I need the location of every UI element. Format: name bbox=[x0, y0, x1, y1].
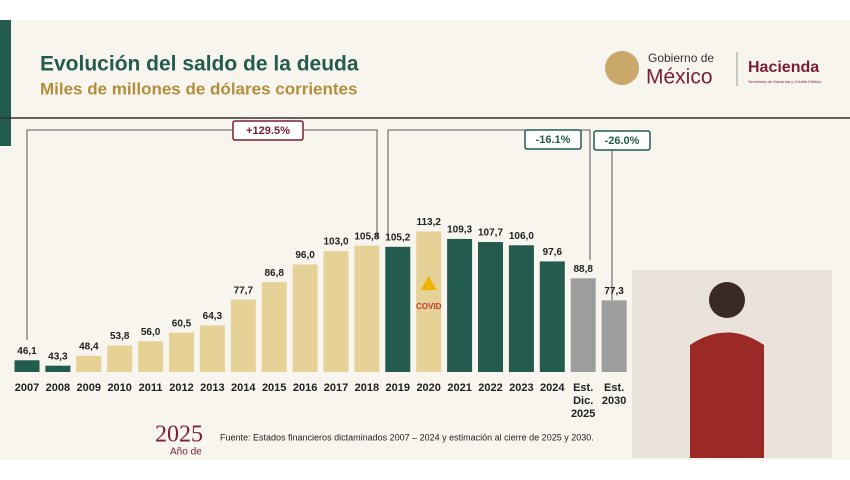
annotation: -16.1% bbox=[536, 134, 571, 146]
value-label: 113,2 bbox=[416, 217, 441, 228]
annotation-box bbox=[232, 120, 304, 141]
x-tick-label: 2017 bbox=[323, 382, 349, 394]
bar bbox=[199, 325, 225, 372]
x-tick-label: 2018 bbox=[354, 382, 380, 394]
value-label: 97,6 bbox=[543, 247, 563, 258]
x-tick-label: Est. 2030 bbox=[601, 382, 627, 407]
warning-icon bbox=[420, 276, 437, 290]
x-tick-label: 2011 bbox=[138, 382, 163, 394]
chart-subtitle: Miles de millones de dólares corrientes bbox=[40, 79, 357, 98]
year-sub: Año de bbox=[170, 447, 202, 458]
source: Fuente: Estados financieros dictaminados… bbox=[220, 432, 594, 442]
gov-emblem bbox=[605, 51, 639, 85]
x-tick-label: 2013 bbox=[200, 382, 225, 394]
bar bbox=[292, 264, 318, 372]
bar bbox=[323, 251, 349, 372]
bar bbox=[385, 246, 411, 372]
bar bbox=[478, 242, 503, 372]
x-tick-label: 2010 bbox=[107, 382, 132, 394]
value-label: 103,0 bbox=[323, 237, 348, 248]
value-label: 106,0 bbox=[509, 231, 534, 242]
x-tick-label: 2019 bbox=[385, 382, 411, 394]
bar bbox=[230, 299, 256, 372]
bar bbox=[14, 360, 40, 372]
bracket bbox=[26, 129, 378, 340]
x-tick-label: 2020 bbox=[416, 382, 441, 394]
x-tick-label: 2009 bbox=[76, 382, 102, 394]
bar bbox=[447, 238, 473, 372]
value-label: 56,0 bbox=[141, 327, 161, 338]
x-tick-label: 2012 bbox=[169, 382, 194, 394]
bar bbox=[539, 261, 565, 372]
x-tick-label: 2014 bbox=[231, 382, 256, 394]
annotation: +129.5% bbox=[246, 125, 290, 137]
value-label: 46,1 bbox=[17, 346, 37, 357]
bar bbox=[601, 300, 627, 372]
bar bbox=[354, 245, 380, 372]
bar bbox=[508, 245, 534, 372]
value-label: 105,2 bbox=[385, 232, 410, 243]
value-label: 77,7 bbox=[234, 285, 254, 296]
chart-title: Evolución del saldo de la deuda bbox=[40, 53, 359, 76]
value-label: 60,5 bbox=[172, 318, 192, 329]
value-label: 86,8 bbox=[264, 268, 284, 279]
x-tick-label: 2016 bbox=[292, 382, 318, 394]
accent-bar bbox=[0, 20, 11, 146]
bar bbox=[169, 332, 194, 372]
bar bbox=[107, 345, 133, 372]
value-label: 88,8 bbox=[573, 264, 593, 275]
annotation: COVID bbox=[416, 302, 442, 311]
bar bbox=[45, 365, 71, 372]
value-label: 96,0 bbox=[295, 250, 315, 261]
value-label: 105,8 bbox=[354, 231, 379, 242]
value-label: 64,3 bbox=[203, 311, 223, 322]
x-tick-label: 2007 bbox=[14, 382, 40, 394]
x-tick-label: 2024 bbox=[540, 382, 565, 394]
gov-line1: Gobierno de bbox=[648, 51, 714, 65]
bracket bbox=[387, 129, 591, 260]
x-tick-label: 2008 bbox=[45, 382, 71, 394]
value-label: 107,7 bbox=[478, 228, 503, 239]
gov-line2: México bbox=[646, 66, 713, 89]
bar bbox=[261, 282, 287, 372]
x-tick-label: 2015 bbox=[261, 382, 287, 394]
x-tick-label: 2022 bbox=[478, 382, 503, 394]
interpreter-body bbox=[690, 332, 764, 458]
bar bbox=[138, 341, 164, 372]
value-label: 48,4 bbox=[79, 342, 99, 353]
bar bbox=[76, 355, 102, 372]
x-tick-label: Est. Dic. 2025 bbox=[570, 382, 596, 420]
annotation: -26.0% bbox=[605, 135, 640, 147]
bar bbox=[570, 278, 596, 372]
value-label: 109,3 bbox=[447, 225, 472, 236]
annotation-box bbox=[593, 130, 651, 151]
value-label: 43,3 bbox=[48, 351, 68, 362]
value-label: 77,3 bbox=[604, 286, 624, 297]
interpreter-head bbox=[709, 282, 745, 318]
bar bbox=[416, 231, 442, 372]
ministry-sub: Secretaría de Hacienda y Crédito Público bbox=[748, 79, 822, 84]
annotation-box bbox=[524, 129, 582, 150]
x-tick-label: 2021 bbox=[447, 382, 472, 394]
x-tick-label: 2023 bbox=[509, 382, 534, 394]
ministry: Hacienda bbox=[748, 59, 819, 76]
value-label: 53,8 bbox=[110, 331, 130, 342]
year-logo: 2025 bbox=[155, 422, 203, 448]
